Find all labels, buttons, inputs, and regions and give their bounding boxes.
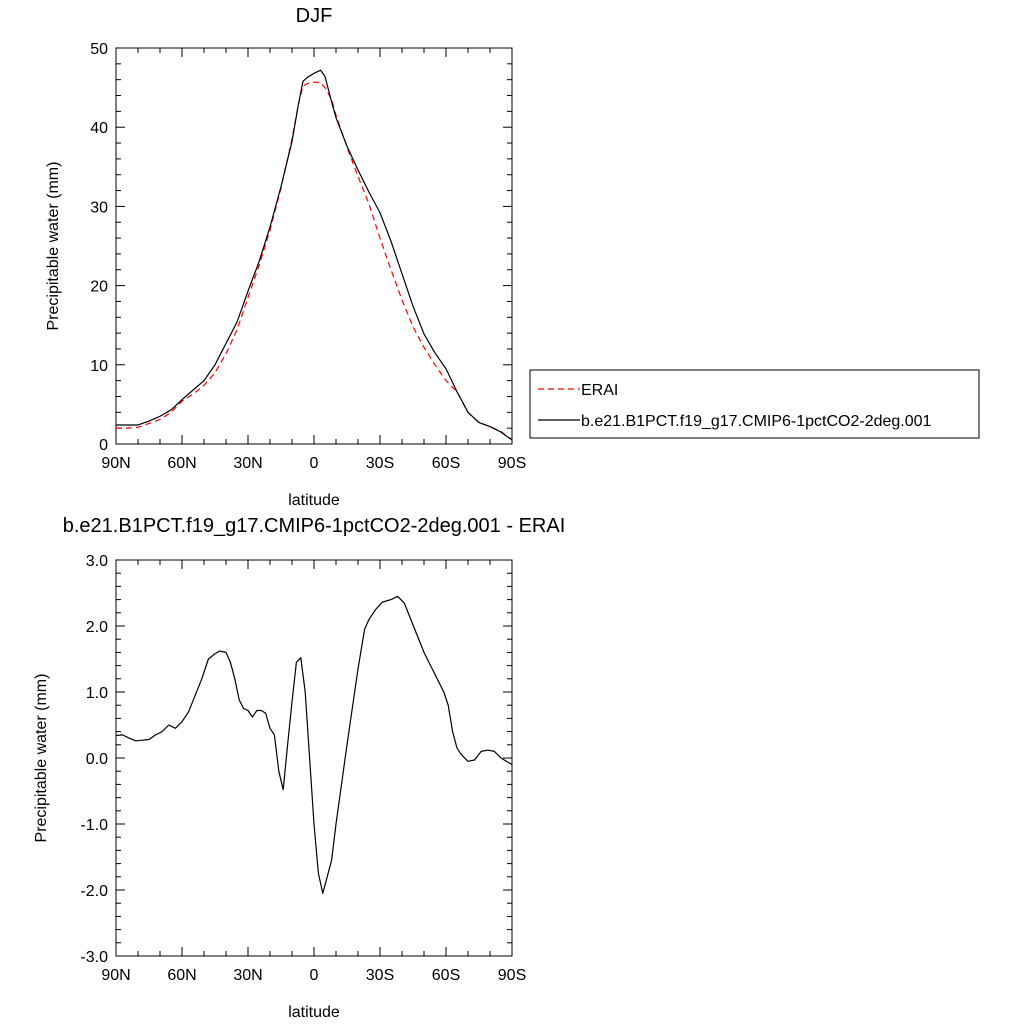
y-tick-label: 40 <box>90 120 108 137</box>
y-tick-label: 0 <box>99 437 108 454</box>
x-tick-label: 0 <box>310 455 319 472</box>
x-tick-label: 90N <box>101 455 130 472</box>
y-tick-label: 1.0 <box>86 685 108 702</box>
x-tick-label: 60S <box>432 967 460 984</box>
y-tick-label: 10 <box>90 358 108 375</box>
top-series <box>116 69 513 441</box>
y-tick-label: -1.0 <box>80 817 108 834</box>
bottom-ticks <box>115 559 513 957</box>
x-tick-label: 60N <box>167 455 196 472</box>
x-tick-label: 60N <box>167 967 196 984</box>
x-tick-label: 90S <box>498 967 526 984</box>
top-chart-title: DJF <box>296 5 333 27</box>
y-tick-label: 50 <box>90 41 108 58</box>
bottom-plot-frame <box>115 559 513 957</box>
x-tick-label: 0 <box>310 967 319 984</box>
bottom-series <box>115 595 513 894</box>
bottom-x-axis-label: latitude <box>288 1004 340 1021</box>
legend: ERAI b.e21.B1PCT.f19_g17.CMIP6-1pctCO2-2… <box>529 369 980 439</box>
y-tick-label: 2.0 <box>86 619 108 636</box>
x-tick-label: 30S <box>366 967 394 984</box>
x-tick-label: 30N <box>233 967 262 984</box>
legend-label-erai: ERAI <box>581 382 618 399</box>
legend-label-model: b.e21.B1PCT.f19_g17.CMIP6-1pctCO2-2deg.0… <box>581 413 932 430</box>
y-tick-label: 0.0 <box>86 751 108 768</box>
top-y-axis-label: Precipitable water (mm) <box>45 162 62 331</box>
x-tick-label: 60S <box>432 455 460 472</box>
x-tick-label: 90N <box>101 967 130 984</box>
bottom-panel: b.e21.B1PCT.f19_g17.CMIP6-1pctCO2-2deg.0… <box>33 515 565 1021</box>
top-ticks <box>115 47 513 445</box>
top-panel: DJF 90N 60N 30N 0 30S 60S 90S 0 10 20 30 40 50 latit… <box>45 5 526 509</box>
y-tick-label: -3.0 <box>80 949 108 966</box>
x-tick-label: 90S <box>498 455 526 472</box>
series-line-0 <box>116 81 513 440</box>
top-x-axis-label: latitude <box>288 492 340 509</box>
series-line-1 <box>116 69 513 441</box>
x-tick-label: 30N <box>233 455 262 472</box>
x-tick-label: 30S <box>366 455 394 472</box>
y-tick-label: 20 <box>90 279 108 296</box>
bottom-chart-title: b.e21.B1PCT.f19_g17.CMIP6-1pctCO2-2deg.0… <box>63 515 566 537</box>
top-tick-labels: 90N 60N 30N 0 30S 60S 90S 0 10 20 30 40 50 <box>90 41 526 472</box>
legend-box <box>529 369 980 439</box>
y-tick-label: 3.0 <box>86 553 108 570</box>
y-tick-label: -2.0 <box>80 883 108 900</box>
series-line-0 <box>115 595 513 894</box>
top-plot-frame <box>115 47 513 445</box>
y-tick-label: 30 <box>90 199 108 216</box>
bottom-y-axis-label: Precipitable water (mm) <box>33 674 50 843</box>
bottom-tick-labels: 90N 60N 30N 0 30S 60S 90S -3.0 -2.0 -1.0 0.0 1.0 2.0… <box>80 553 526 984</box>
